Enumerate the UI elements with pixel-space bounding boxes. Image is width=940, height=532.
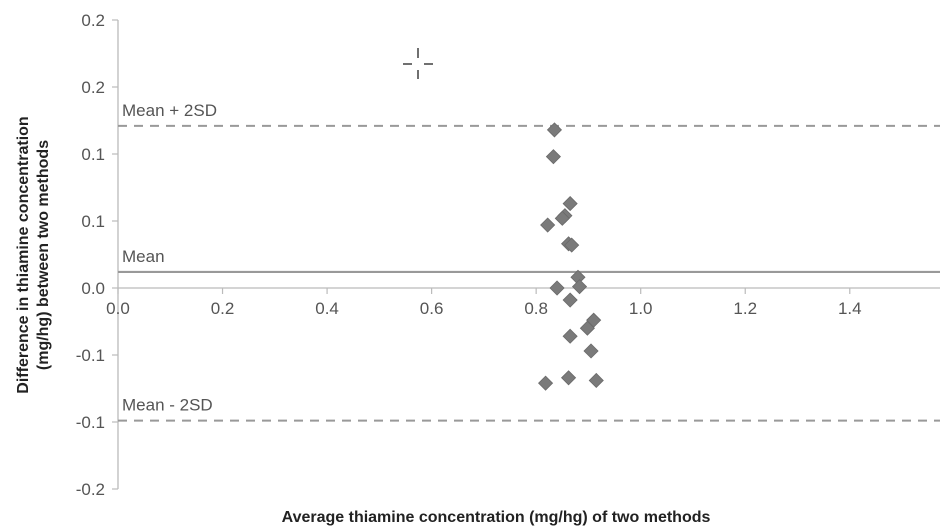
y-tick-label: -0.2 [76, 480, 105, 499]
data-points [538, 122, 604, 391]
reference-line-label: Mean + 2SD [122, 101, 217, 120]
x-tick-label: 0.4 [315, 299, 339, 318]
x-tick-label: 0.2 [211, 299, 235, 318]
data-point [562, 328, 578, 344]
y-axis-title-line-2: (mg/hg) between two methods [35, 140, 52, 370]
x-axis-title: Average thiamine concentration (mg/hg) o… [282, 509, 711, 526]
x-tick-label: 1.0 [629, 299, 653, 318]
data-point [546, 122, 563, 138]
y-tick-label: -0.1 [76, 346, 105, 365]
axes [112, 19, 940, 490]
y-tick-labels: 0.2 0.2 0.1 0.1 0.0 -0.1 -0.1 -0.2 [76, 11, 105, 499]
data-point [540, 217, 556, 233]
reference-lines: Mean + 2SD Mean Mean - 2SD [118, 101, 940, 422]
y-tick-label: -0.1 [76, 413, 105, 432]
x-tick-label: 0.8 [524, 299, 548, 318]
x-tick-label: 0.6 [420, 299, 444, 318]
data-point [588, 372, 604, 389]
y-tick-label: 0.2 [81, 11, 105, 30]
data-point [549, 280, 565, 296]
data-point [583, 343, 599, 359]
data-point [564, 237, 580, 253]
x-tick-label: 0.0 [106, 299, 130, 318]
data-point [571, 279, 588, 295]
data-point [545, 149, 561, 165]
data-point [562, 196, 578, 212]
y-tick-label: 0.0 [81, 279, 105, 298]
data-point [579, 320, 595, 336]
x-tick-label: 1.4 [838, 299, 862, 318]
y-tick-label: 0.1 [81, 212, 105, 231]
y-tick-label: 0.2 [81, 78, 105, 97]
data-point [554, 210, 570, 226]
crosshair-cursor-icon [403, 48, 433, 79]
reference-line-label: Mean - 2SD [122, 396, 213, 415]
data-point [562, 292, 578, 308]
y-tick-label: 0.1 [81, 145, 105, 164]
data-point [538, 375, 554, 391]
y-axis-title-line-1: Difference in thiamine concentration [15, 116, 32, 393]
reference-line-label: Mean [122, 247, 165, 266]
data-point [561, 370, 577, 386]
x-tick-label: 1.2 [733, 299, 757, 318]
x-tick-labels: 0.0 0.2 0.4 0.6 0.8 1.0 1.2 1.4 [106, 299, 861, 318]
